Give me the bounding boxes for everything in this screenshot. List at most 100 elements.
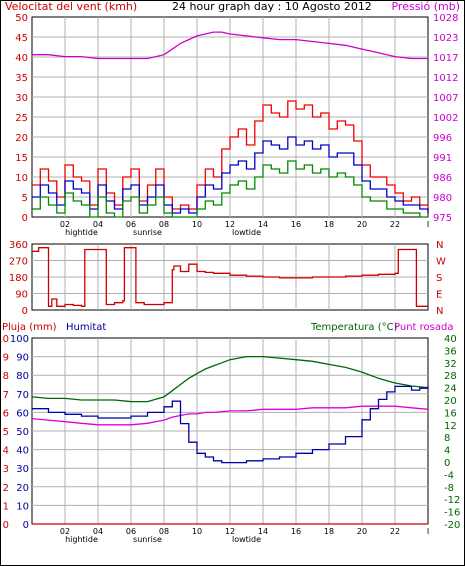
y-tick-label: N: [436, 240, 443, 251]
x-tick-label: 12: [225, 220, 235, 229]
y-tick-label: 50: [16, 427, 29, 438]
y-tick-label: 16: [444, 408, 457, 419]
y-tick-label: 24: [444, 384, 457, 395]
x-end-label: I: [427, 527, 429, 536]
y-tick-label: 4: [3, 446, 9, 457]
y-tick-label: 20: [444, 396, 457, 407]
y-tick-label: 3: [3, 464, 9, 475]
series-dewpoint: [31, 405, 429, 426]
y-tick-label: 30: [16, 464, 29, 475]
y-tick-label: 20: [15, 133, 28, 144]
series-humidity: [32, 385, 429, 464]
y-tick-label: 12: [444, 421, 457, 432]
chart-title: 24 hour graph day : 10 Agosto 2012: [172, 0, 372, 13]
y-tick-label: 32: [444, 359, 457, 370]
y-tick-label: -8: [444, 483, 454, 494]
y-tick-label: 1012: [433, 73, 458, 84]
y-tick-label: 60: [16, 408, 29, 419]
y-tick-label: 28: [444, 371, 457, 382]
y-tick-label: 50: [15, 13, 28, 24]
x-tick-label: 14: [258, 220, 268, 229]
y-tick-label: 40: [15, 53, 28, 64]
temp-humidity-panel: 0123456789100102030405060708090100-20-16…: [0, 334, 460, 544]
x-tick-label: 18: [324, 220, 334, 229]
y-tick-label: 35: [15, 73, 28, 84]
y-tick-label: 986: [433, 173, 452, 184]
x-tick-label: 06: [126, 220, 136, 229]
y-tick-label: 1023: [433, 33, 458, 44]
x-tick-label: 20: [357, 527, 367, 536]
y-tick-label: -16: [444, 508, 460, 519]
rain-axis-title: Pluja (mm): [2, 322, 57, 333]
y-tick-label: 7: [3, 390, 9, 401]
y-tick-label: 991: [433, 153, 452, 164]
y-tick-label: -4: [444, 470, 454, 481]
y-tick-label: 0: [23, 520, 29, 531]
x-event-label: hightide: [65, 535, 98, 544]
series-wind_low: [32, 160, 428, 218]
y-tick-label: 10: [15, 173, 28, 184]
series-direction: [32, 247, 428, 307]
wind-axis-title: Velocitat del vent (kmh): [5, 0, 137, 13]
y-tick-label: 10: [16, 501, 29, 512]
x-tick-label: 14: [258, 527, 268, 536]
x-tick-label: 04: [93, 220, 103, 229]
series-temperature: [31, 355, 429, 403]
x-tick-label: 16: [291, 220, 301, 229]
y-tick-label: 45: [15, 33, 28, 44]
x-tick-label: 10: [192, 527, 202, 536]
y-tick-label: 15: [15, 153, 28, 164]
pressure-axis-title: Pressió (mb): [391, 0, 460, 13]
y-tick-label: 1: [3, 501, 9, 512]
y-tick-label: 6: [3, 408, 9, 419]
y-tick-label: -20: [444, 520, 460, 531]
y-tick-label: 360: [9, 240, 28, 251]
y-tick-label: 40: [444, 334, 457, 345]
y-tick-label: 975: [433, 213, 452, 224]
y-tick-label: 0: [22, 306, 28, 317]
x-tick-label: 02: [60, 220, 70, 229]
x-tick-label: 10: [192, 220, 202, 229]
y-tick-label: 9: [3, 353, 9, 364]
y-tick-label: -12: [444, 495, 460, 506]
y-tick-label: 180: [9, 273, 28, 284]
x-tick-label: 06: [126, 527, 136, 536]
y-tick-label: 4: [444, 446, 450, 457]
x-tick-label: 22: [390, 527, 400, 536]
y-tick-label: 270: [9, 257, 28, 268]
y-tick-label: 1007: [433, 93, 458, 104]
y-tick-label: 10: [0, 334, 9, 345]
y-tick-label: 90: [16, 353, 29, 364]
y-tick-label: 70: [16, 390, 29, 401]
dewpoint-axis-title: Punt rosada: [394, 322, 453, 333]
x-tick-label: 12: [225, 527, 235, 536]
y-tick-label: 980: [433, 193, 452, 204]
x-tick-label: 22: [390, 220, 400, 229]
y-tick-label: 5: [3, 427, 9, 438]
y-tick-label: 0: [22, 213, 28, 224]
x-event-label: sunrise: [133, 535, 162, 544]
x-tick-label: 18: [324, 527, 334, 536]
y-tick-label: 2: [3, 483, 9, 494]
x-end-label: I: [427, 220, 429, 229]
x-event-label: lowtide: [232, 228, 261, 237]
x-tick-label: 20: [357, 220, 367, 229]
series-wind_gust: [32, 100, 429, 213]
y-tick-label: 996: [433, 133, 452, 144]
y-tick-label: 8: [444, 433, 450, 444]
x-event-label: sunrise: [133, 228, 162, 237]
series-pressure: [32, 31, 428, 60]
y-tick-label: 25: [15, 113, 28, 124]
y-tick-label: 100: [10, 334, 29, 345]
y-tick-label: 90: [15, 290, 28, 301]
y-tick-label: 5: [22, 193, 28, 204]
x-tick-label: 16: [291, 527, 301, 536]
x-tick-label: 08: [159, 527, 169, 536]
y-tick-label: 30: [15, 93, 28, 104]
y-tick-label: 1002: [433, 113, 458, 124]
y-tick-label: 0: [444, 458, 450, 469]
y-tick-label: N: [436, 306, 443, 317]
x-tick-label: 02: [60, 527, 70, 536]
